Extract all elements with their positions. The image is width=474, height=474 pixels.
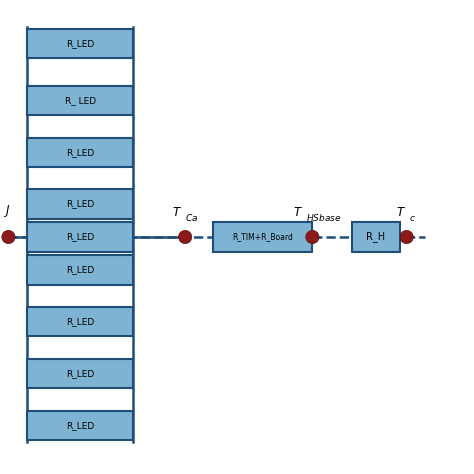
FancyBboxPatch shape [27, 307, 133, 337]
FancyBboxPatch shape [27, 29, 133, 58]
Text: $\it{T}$: $\it{T}$ [172, 206, 182, 219]
Text: $\it{T}$: $\it{T}$ [396, 206, 406, 219]
FancyBboxPatch shape [213, 222, 312, 252]
Text: R_LED: R_LED [66, 421, 94, 430]
Text: $\it{c}$: $\it{c}$ [410, 214, 416, 223]
Circle shape [179, 230, 192, 244]
Text: R_LED: R_LED [66, 317, 94, 326]
Text: R_LED: R_LED [66, 200, 94, 209]
FancyBboxPatch shape [27, 86, 133, 115]
Circle shape [400, 230, 413, 244]
Text: $\it{Ca}$: $\it{Ca}$ [185, 212, 199, 223]
FancyBboxPatch shape [353, 222, 400, 252]
Text: R_H: R_H [366, 231, 385, 243]
Text: R_ LED: R_ LED [65, 96, 96, 105]
Text: R_LED: R_LED [66, 233, 94, 241]
Text: $\it{HSbase}$: $\it{HSbase}$ [306, 212, 341, 223]
Text: $\it{T}$: $\it{T}$ [292, 206, 302, 219]
Circle shape [2, 230, 15, 244]
Text: R_LED: R_LED [66, 148, 94, 157]
FancyBboxPatch shape [27, 190, 133, 219]
Text: R_LED: R_LED [66, 265, 94, 274]
FancyBboxPatch shape [27, 411, 133, 440]
Text: R_LED: R_LED [66, 39, 94, 48]
FancyBboxPatch shape [27, 359, 133, 388]
Circle shape [306, 230, 319, 244]
FancyBboxPatch shape [27, 255, 133, 284]
Text: R_TIM+R_Board: R_TIM+R_Board [232, 233, 293, 241]
Text: R_LED: R_LED [66, 369, 94, 378]
FancyBboxPatch shape [27, 137, 133, 167]
Text: $\it{J}$: $\it{J}$ [4, 203, 11, 219]
FancyBboxPatch shape [27, 222, 133, 252]
